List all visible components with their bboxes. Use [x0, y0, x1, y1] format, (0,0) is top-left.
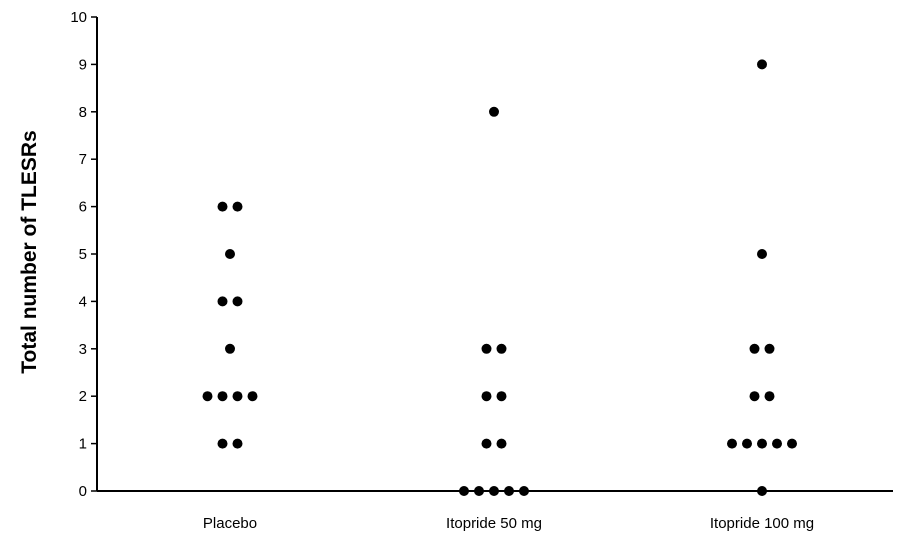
category-label: Itopride 50 mg	[446, 515, 542, 532]
data-point	[772, 438, 782, 449]
data-point	[787, 438, 797, 449]
data-point	[232, 201, 243, 212]
y-tick-label: 2	[79, 388, 87, 405]
data-point	[742, 438, 752, 449]
data-point	[496, 343, 507, 354]
data-point	[232, 296, 243, 307]
y-tick-label: 4	[79, 293, 87, 310]
category-label: Placebo	[203, 515, 257, 532]
data-point	[757, 59, 767, 70]
y-tick-label: 1	[79, 436, 87, 453]
data-point	[489, 106, 499, 117]
data-point	[496, 438, 507, 449]
data-point	[727, 438, 737, 449]
data-point	[217, 438, 228, 449]
data-point	[757, 486, 767, 496]
category-label: Itopride 100 mg	[710, 515, 814, 532]
data-point	[757, 249, 767, 259]
data-point	[764, 391, 775, 402]
data-point	[764, 343, 775, 354]
data-point	[225, 343, 235, 354]
data-point	[481, 438, 492, 449]
y-tick-label: 7	[79, 151, 87, 168]
y-tick-label: 9	[79, 56, 87, 73]
data-point	[481, 343, 492, 354]
data-point	[757, 438, 767, 449]
data-point	[217, 296, 228, 307]
axes	[96, 17, 893, 492]
data-point	[459, 486, 469, 496]
data-point	[489, 486, 499, 496]
y-ticks: 0 1 2 3 4 5 6 7 8 9 10	[70, 9, 97, 500]
data-point	[217, 391, 228, 402]
y-tick-label: 3	[79, 341, 87, 358]
data-point	[504, 486, 514, 496]
data-point	[496, 391, 507, 402]
data-point	[232, 391, 243, 402]
y-tick-label: 0	[79, 483, 87, 500]
data-point	[202, 391, 213, 402]
y-tick-label: 8	[79, 104, 87, 121]
data-point	[247, 391, 258, 402]
y-tick-label: 5	[79, 246, 87, 263]
data-points	[202, 59, 797, 496]
x-category-labels: Placebo Itopride 50 mg Itopride 100 mg	[203, 515, 814, 532]
data-point	[749, 343, 760, 354]
data-point	[225, 249, 235, 259]
data-point	[749, 391, 760, 402]
data-point	[474, 486, 484, 496]
data-point	[481, 391, 492, 402]
y-axis-label: Total number of TLESRs	[18, 130, 41, 373]
data-point	[519, 486, 529, 496]
y-tick-label: 10	[70, 9, 87, 26]
data-point	[232, 438, 243, 449]
y-tick-label: 6	[79, 199, 87, 216]
data-point	[217, 201, 228, 212]
